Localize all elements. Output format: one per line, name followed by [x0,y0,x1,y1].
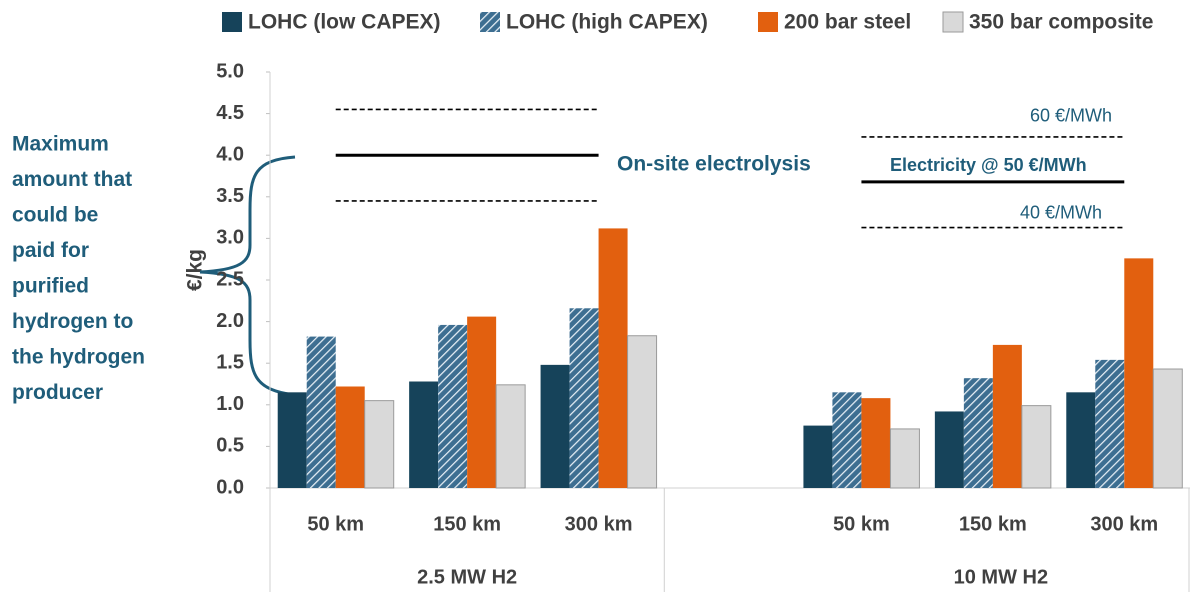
bar [364,400,395,489]
annotation-line: purified [12,275,89,298]
bar [832,392,862,488]
annotation-line: Maximum [12,133,109,156]
y-tick-label: 3.5 [216,185,244,207]
bar [569,308,599,488]
y-axis-label: €/kg [184,249,207,291]
annotation-line: hydrogen to [12,310,133,333]
reference-label: 40 €/MWh [1020,202,1102,222]
bar [1124,258,1154,488]
bar [861,398,891,488]
x-tick-label: 300 km [565,513,633,535]
y-tick-label: 1.0 [216,393,244,415]
legend-swatch [942,11,964,33]
legend-label: LOHC (high CAPEX) [506,11,708,34]
x-tick-label: 150 km [959,513,1027,535]
legend-swatch [222,12,242,32]
bar [409,381,439,488]
legend-label: 200 bar steel [784,11,911,34]
reference-label: On-site electrolysis [617,153,811,176]
group-label: 2.5 MW H2 [417,566,517,588]
bar [306,336,336,488]
bar [1152,368,1183,489]
bar [438,324,468,488]
y-tick-label: 5.0 [216,60,244,82]
annotation-line: the hydrogen [12,346,145,369]
bar [889,428,920,489]
legend-label: LOHC (low CAPEX) [248,11,441,34]
annotation-line: amount that [12,168,132,191]
bar [963,378,993,488]
y-tick-label: 1.5 [216,351,244,373]
x-tick-label: 50 km [833,513,890,535]
reference-label: 60 €/MWh [1030,106,1112,126]
bar [803,425,833,488]
y-tick-label: 2.0 [216,310,244,332]
annotation-line: paid for [12,239,89,262]
reference-label: Electricity @ 50 €/MWh [890,155,1087,175]
y-tick-label: 0.5 [216,435,244,457]
bar [1095,359,1125,488]
legend-swatch [480,12,500,32]
bar [495,384,526,489]
group-label: 10 MW H2 [954,566,1048,588]
brace [199,155,296,397]
y-tick-label: 3.0 [216,227,244,249]
y-tick-label: 2.5 [216,268,244,290]
bar [598,228,628,488]
bar [540,364,570,488]
bar [277,392,307,488]
x-tick-label: 300 km [1090,513,1158,535]
bar [992,344,1022,488]
y-tick-label: 4.5 [216,102,244,124]
annotation-line: could be [12,204,98,227]
x-tick-label: 150 km [433,513,501,535]
bar [627,335,658,489]
bar [934,411,964,488]
bar [335,386,365,488]
bar [1021,405,1052,489]
legend-swatch [758,12,778,32]
y-tick-label: 0.0 [216,476,244,498]
x-tick-label: 50 km [307,513,364,535]
y-tick-label: 4.0 [216,143,244,165]
bar [467,316,497,488]
bar [1066,392,1096,488]
annotation-line: producer [12,381,103,404]
legend-label: 350 bar composite [969,11,1153,34]
